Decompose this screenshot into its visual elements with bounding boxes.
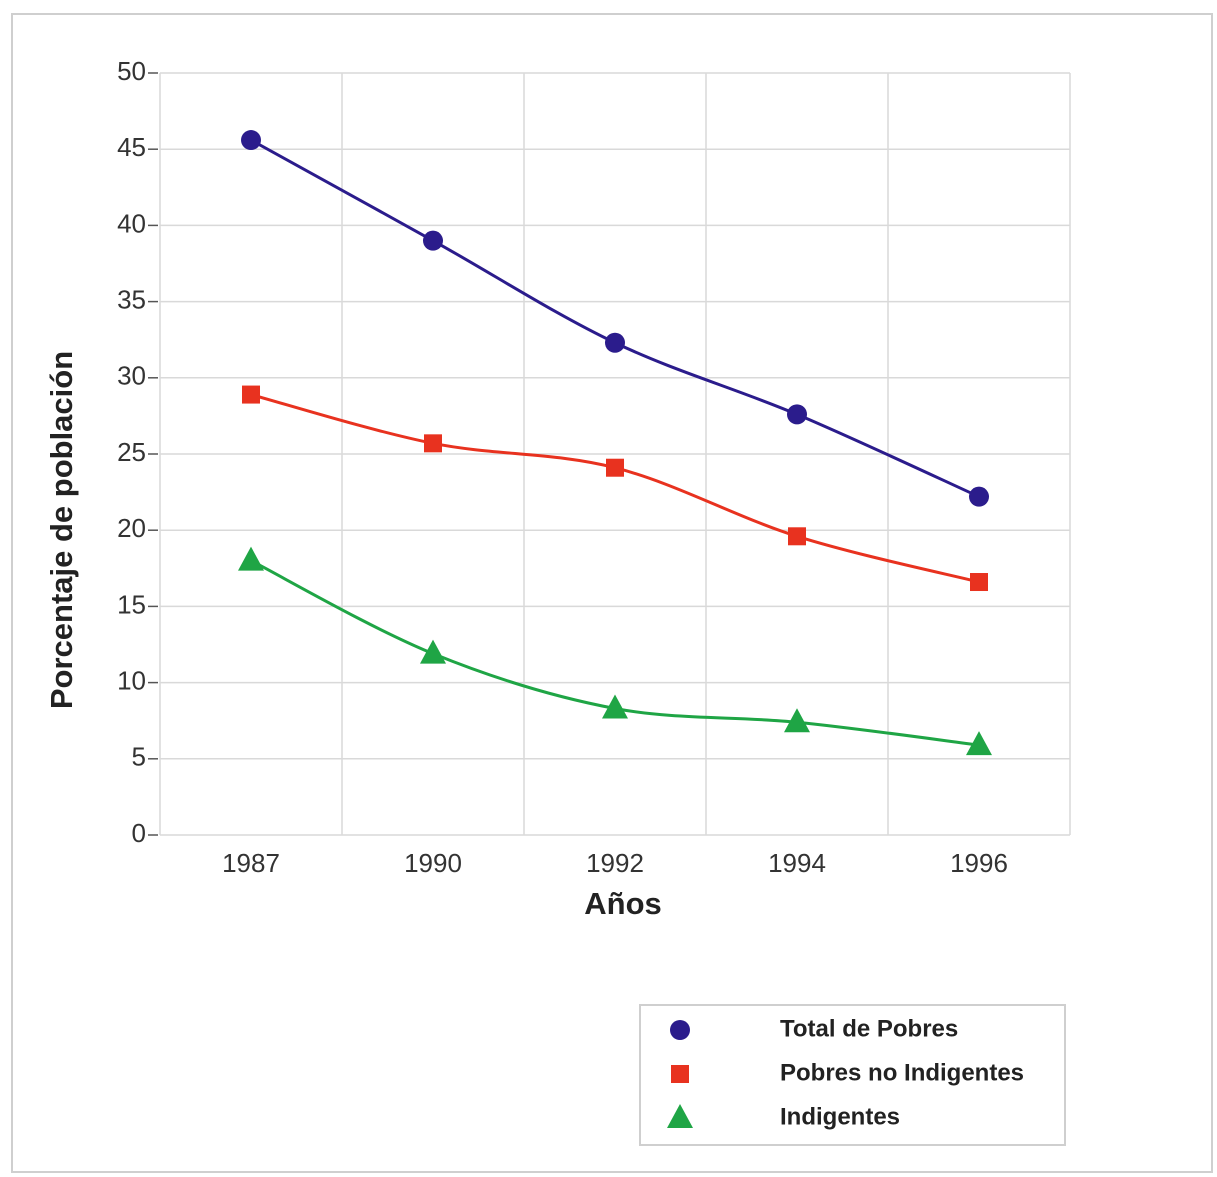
data-point <box>605 332 625 353</box>
data-point <box>966 731 992 756</box>
legend <box>639 1004 1066 1146</box>
y-tick-label: 25 <box>117 437 146 467</box>
legend-marker <box>671 1065 689 1083</box>
data-point <box>423 230 443 251</box>
data-point <box>602 694 628 719</box>
legend-label: Pobres no Indigentes <box>780 1059 1024 1086</box>
data-point <box>241 130 261 151</box>
y-tick-label: 30 <box>117 361 146 391</box>
legend-label: Total de Pobres <box>780 1015 958 1042</box>
legend-marker <box>670 1020 690 1040</box>
legend-marker <box>667 1104 693 1128</box>
y-tick-label: 15 <box>117 589 146 619</box>
y-tick-label: 20 <box>117 513 146 543</box>
data-point <box>424 434 442 453</box>
y-tick-label: 5 <box>132 742 146 772</box>
y-tick-label: 0 <box>132 818 146 848</box>
data-point <box>606 458 624 477</box>
data-point <box>970 573 988 592</box>
series-line <box>250 393 980 584</box>
legend-label: Indigentes <box>780 1103 900 1130</box>
x-tick-label: 1996 <box>950 848 1008 878</box>
y-tick-label: 35 <box>117 284 146 314</box>
data-point <box>969 486 989 507</box>
y-axis-label: Porcentaje de población <box>44 351 79 709</box>
frame <box>11 13 1213 1173</box>
data-point <box>242 385 260 404</box>
data-point <box>787 404 807 425</box>
x-tick-label: 1994 <box>768 848 826 878</box>
series-line <box>250 138 980 499</box>
x-tick-label: 1987 <box>222 848 280 878</box>
data-point <box>788 527 806 546</box>
data-point <box>420 639 446 664</box>
x-axis-label: Años <box>584 886 662 921</box>
y-tick-label: 40 <box>117 208 146 238</box>
y-tick-label: 45 <box>117 132 146 162</box>
data-point <box>238 546 264 571</box>
x-tick-label: 1992 <box>586 848 644 878</box>
y-tick-label: 10 <box>117 665 146 695</box>
data-point <box>784 708 810 733</box>
y-tick-label: 50 <box>117 56 146 86</box>
x-tick-label: 1990 <box>404 848 462 878</box>
